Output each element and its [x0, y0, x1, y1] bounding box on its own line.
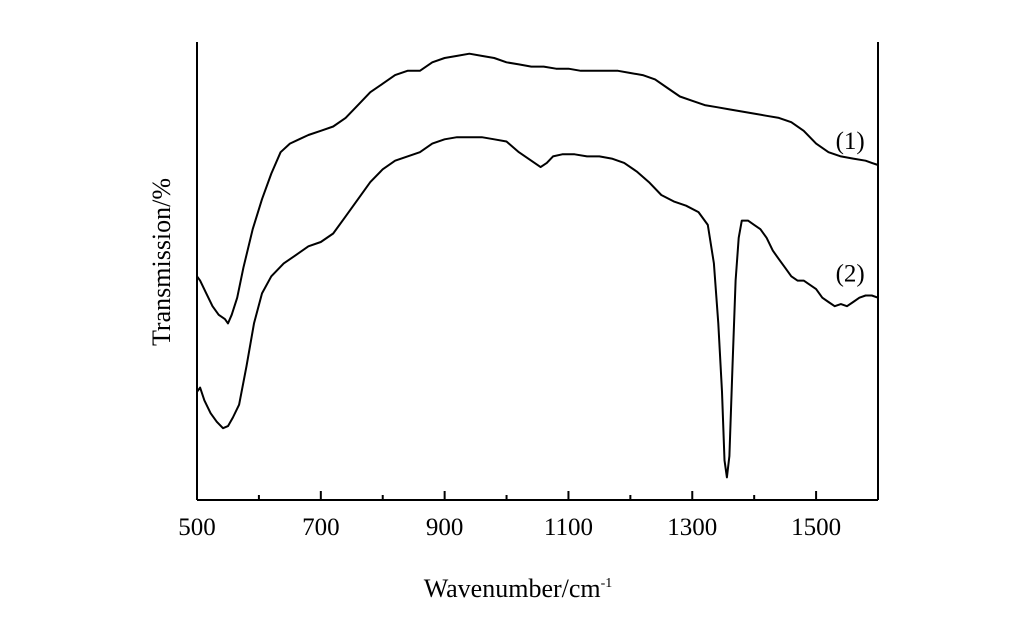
series-line-1	[196, 52, 879, 325]
series-label-2: (2)	[836, 261, 865, 288]
x-tick-label: 1300	[667, 514, 717, 541]
x-tick-label: 1100	[544, 514, 593, 541]
x-tick-label: 1500	[791, 514, 841, 541]
series-line-2	[196, 136, 879, 479]
x-tick-label: 700	[302, 514, 340, 541]
series-group: (1) (2)	[196, 52, 879, 479]
plot-frame	[196, 42, 879, 501]
x-tick-label: 500	[178, 514, 216, 541]
y-axis-title: Transmission/%	[147, 178, 176, 346]
x-tick-label: 900	[426, 514, 464, 541]
x-axis-title: Wavenumber/cm-1	[424, 574, 613, 603]
x-ticks: 500 700 900 1100 1300 1500	[178, 491, 841, 541]
series-label-1: (1)	[836, 128, 865, 155]
